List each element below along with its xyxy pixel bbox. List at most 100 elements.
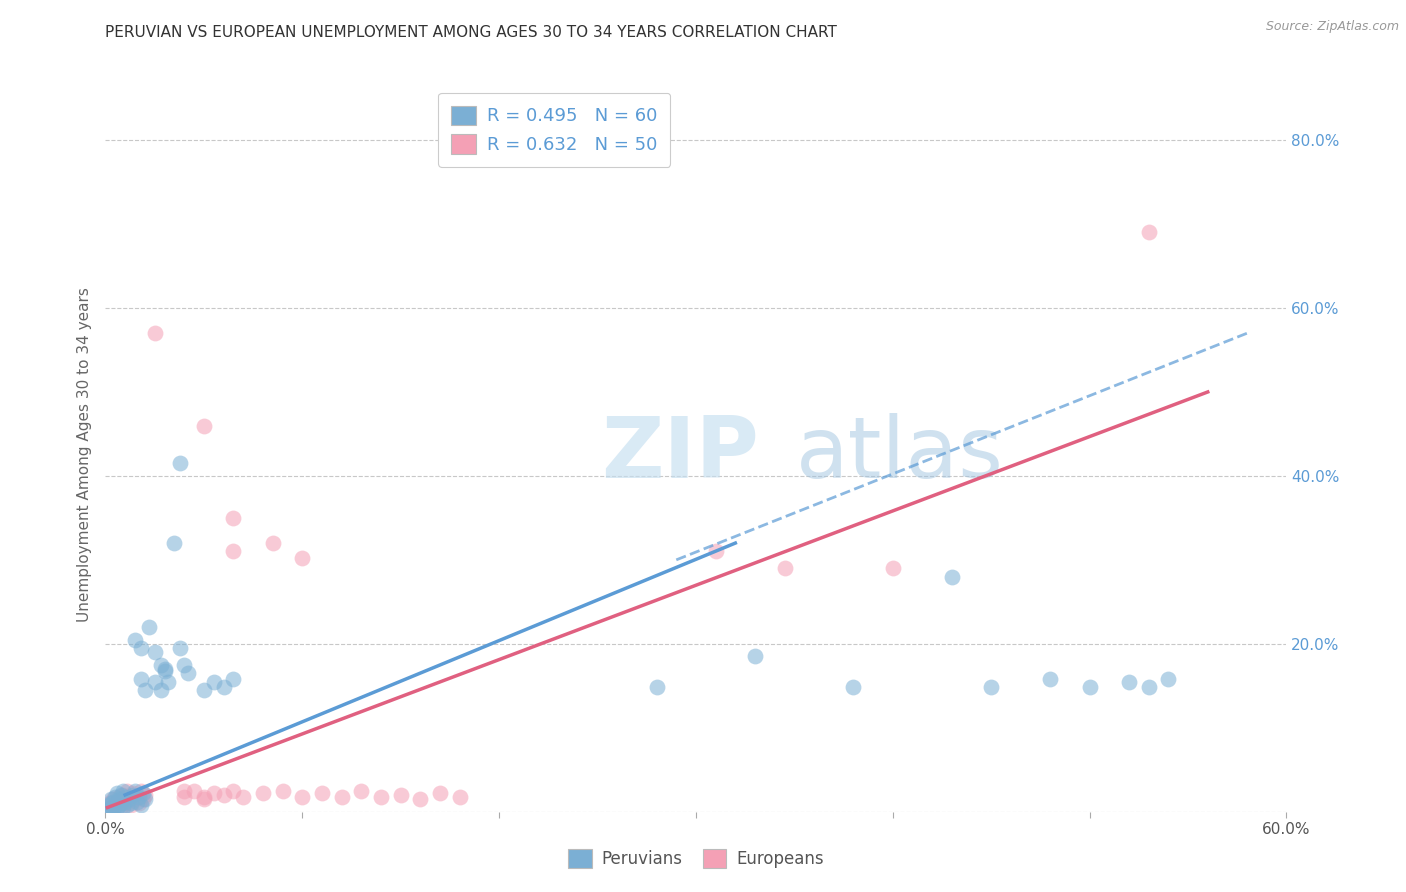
Point	[103, 792, 125, 806]
Point	[132, 792, 155, 806]
Point	[143, 326, 166, 341]
Point	[193, 683, 215, 698]
Point	[1118, 674, 1140, 689]
Point	[129, 672, 152, 686]
Point	[222, 672, 245, 686]
Point	[1137, 681, 1160, 695]
Point	[1078, 681, 1101, 695]
Point	[409, 792, 432, 806]
Point	[118, 795, 141, 809]
Text: atlas: atlas	[796, 413, 1004, 497]
Point	[645, 681, 668, 695]
Point	[104, 798, 127, 813]
Point	[169, 640, 191, 655]
Point	[773, 561, 796, 575]
Point	[125, 795, 148, 809]
Point	[114, 789, 136, 804]
Point	[232, 789, 254, 804]
Point	[252, 786, 274, 800]
Point	[122, 788, 145, 802]
Point	[122, 786, 145, 800]
Point	[163, 536, 186, 550]
Point	[96, 803, 118, 817]
Point	[115, 783, 138, 797]
Point	[128, 789, 150, 804]
Point	[449, 789, 471, 804]
Point	[100, 792, 122, 806]
Point	[222, 511, 245, 525]
Point	[271, 783, 294, 797]
Point	[134, 683, 156, 698]
Point	[330, 789, 353, 804]
Point	[98, 797, 121, 811]
Point	[132, 786, 155, 800]
Point	[202, 674, 225, 689]
Point	[882, 561, 904, 575]
Point	[193, 418, 215, 433]
Point	[222, 783, 245, 797]
Point	[193, 792, 215, 806]
Point	[704, 544, 727, 558]
Point	[125, 789, 148, 804]
Point	[980, 681, 1002, 695]
Point	[103, 801, 125, 815]
Point	[149, 683, 172, 698]
Point	[143, 645, 166, 659]
Text: ZIP: ZIP	[602, 413, 759, 497]
Point	[183, 783, 205, 797]
Point	[124, 632, 146, 647]
Point	[112, 783, 135, 797]
Point	[108, 797, 131, 812]
Point	[212, 788, 235, 802]
Point	[100, 797, 122, 811]
Point	[96, 802, 118, 816]
Point	[124, 792, 146, 806]
Point	[98, 800, 121, 814]
Point	[110, 788, 132, 802]
Point	[291, 551, 314, 566]
Legend: Peruvians, Europeans: Peruvians, Europeans	[561, 843, 831, 875]
Point	[429, 786, 451, 800]
Point	[112, 799, 135, 814]
Point	[100, 800, 122, 814]
Point	[169, 456, 191, 470]
Point	[193, 789, 215, 804]
Point	[149, 657, 172, 672]
Point	[143, 674, 166, 689]
Point	[105, 795, 128, 809]
Point	[120, 797, 142, 812]
Point	[105, 786, 128, 800]
Point	[291, 789, 314, 804]
Point	[110, 797, 132, 811]
Point	[104, 789, 127, 804]
Point	[105, 800, 128, 814]
Point	[350, 783, 373, 797]
Point	[114, 797, 136, 811]
Point	[134, 788, 156, 802]
Point	[173, 783, 195, 797]
Point	[115, 797, 138, 812]
Point	[173, 789, 195, 804]
Point	[177, 666, 200, 681]
Point	[222, 544, 245, 558]
Point	[100, 802, 122, 816]
Point	[1137, 226, 1160, 240]
Point	[124, 783, 146, 797]
Point	[1157, 672, 1180, 686]
Point	[389, 788, 412, 802]
Point	[842, 681, 865, 695]
Point	[1039, 672, 1062, 686]
Point	[112, 788, 135, 802]
Point	[370, 789, 392, 804]
Point	[108, 792, 131, 806]
Point	[311, 786, 333, 800]
Point	[744, 649, 766, 664]
Point	[138, 620, 160, 634]
Text: PERUVIAN VS EUROPEAN UNEMPLOYMENT AMONG AGES 30 TO 34 YEARS CORRELATION CHART: PERUVIAN VS EUROPEAN UNEMPLOYMENT AMONG …	[105, 25, 838, 40]
Point	[134, 792, 156, 806]
Point	[108, 789, 131, 804]
Point	[98, 797, 121, 812]
Point	[120, 797, 142, 811]
Point	[118, 792, 141, 806]
Point	[153, 662, 176, 676]
